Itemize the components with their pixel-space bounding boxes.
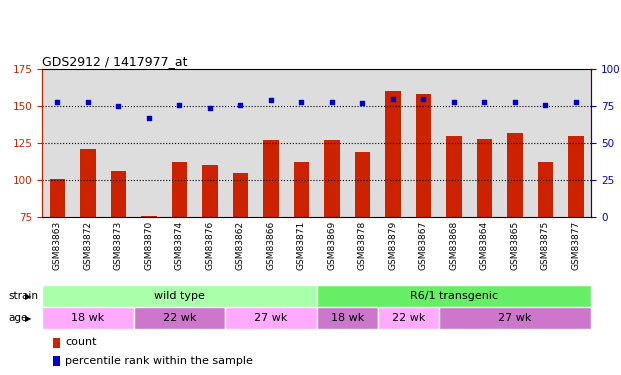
Text: R6/1 transgenic: R6/1 transgenic	[410, 291, 498, 301]
Bar	[507, 133, 523, 217]
Point	[266, 98, 276, 104]
Bar	[142, 216, 156, 217]
Bar	[263, 140, 279, 217]
Bar	[317, 307, 378, 329]
Text: GSM83867: GSM83867	[419, 220, 428, 270]
Text: GSM83863: GSM83863	[53, 220, 62, 270]
Text: GSM83877: GSM83877	[571, 220, 581, 270]
Text: GSM83874: GSM83874	[175, 220, 184, 270]
Point	[327, 99, 337, 105]
Point	[144, 115, 154, 121]
Text: GSM83875: GSM83875	[541, 220, 550, 270]
Bar	[317, 285, 591, 307]
Bar	[538, 162, 553, 217]
Point	[571, 99, 581, 105]
Bar	[438, 307, 591, 329]
Point	[449, 99, 459, 105]
Text: 22 wk: 22 wk	[163, 313, 196, 323]
Bar	[42, 307, 134, 329]
Bar	[42, 285, 317, 307]
Point	[479, 99, 489, 105]
Bar	[80, 149, 96, 217]
Bar	[324, 140, 340, 217]
Point	[388, 96, 398, 102]
Text: GSM83872: GSM83872	[83, 220, 93, 270]
Text: GSM83864: GSM83864	[480, 220, 489, 270]
Text: age: age	[8, 313, 27, 323]
Bar	[386, 92, 401, 217]
Bar	[172, 162, 187, 217]
Text: 18 wk: 18 wk	[330, 313, 364, 323]
Bar	[378, 307, 438, 329]
Bar	[50, 179, 65, 217]
Text: GSM83876: GSM83876	[206, 220, 214, 270]
Point	[235, 102, 245, 108]
Text: 27 wk: 27 wk	[498, 313, 532, 323]
Text: 18 wk: 18 wk	[71, 313, 104, 323]
Text: ▶: ▶	[25, 292, 32, 301]
Point	[296, 99, 306, 105]
Text: GSM83865: GSM83865	[510, 220, 519, 270]
Bar	[233, 173, 248, 217]
Text: GDS2912 / 1417977_at: GDS2912 / 1417977_at	[42, 55, 188, 68]
Text: GSM83878: GSM83878	[358, 220, 367, 270]
Bar	[477, 139, 492, 217]
Text: count: count	[65, 338, 97, 348]
Bar	[446, 136, 461, 217]
Bar	[568, 136, 584, 217]
Bar	[294, 162, 309, 217]
Text: GSM83871: GSM83871	[297, 220, 306, 270]
Point	[510, 99, 520, 105]
Text: GSM83862: GSM83862	[236, 220, 245, 270]
Text: percentile rank within the sample: percentile rank within the sample	[65, 356, 253, 366]
Bar	[202, 165, 217, 217]
Bar	[416, 94, 431, 217]
Bar	[225, 307, 317, 329]
Point	[540, 102, 550, 108]
Text: wild type: wild type	[154, 291, 205, 301]
Bar	[134, 307, 225, 329]
Text: ▶: ▶	[25, 314, 32, 323]
Text: 22 wk: 22 wk	[391, 313, 425, 323]
Bar	[53, 338, 60, 348]
Bar	[111, 171, 126, 217]
Text: GSM83873: GSM83873	[114, 220, 123, 270]
Point	[419, 96, 428, 102]
Point	[175, 102, 184, 108]
Point	[114, 103, 124, 109]
Point	[358, 100, 368, 106]
Text: GSM83870: GSM83870	[145, 220, 153, 270]
Text: GSM83868: GSM83868	[450, 220, 458, 270]
Point	[205, 105, 215, 111]
Text: GSM83866: GSM83866	[266, 220, 276, 270]
Point	[83, 99, 93, 105]
Text: GSM83879: GSM83879	[389, 220, 397, 270]
Bar	[355, 152, 370, 217]
Bar	[53, 357, 60, 366]
Text: 27 wk: 27 wk	[254, 313, 288, 323]
Text: strain: strain	[8, 291, 38, 301]
Point	[53, 99, 63, 105]
Text: GSM83869: GSM83869	[327, 220, 337, 270]
